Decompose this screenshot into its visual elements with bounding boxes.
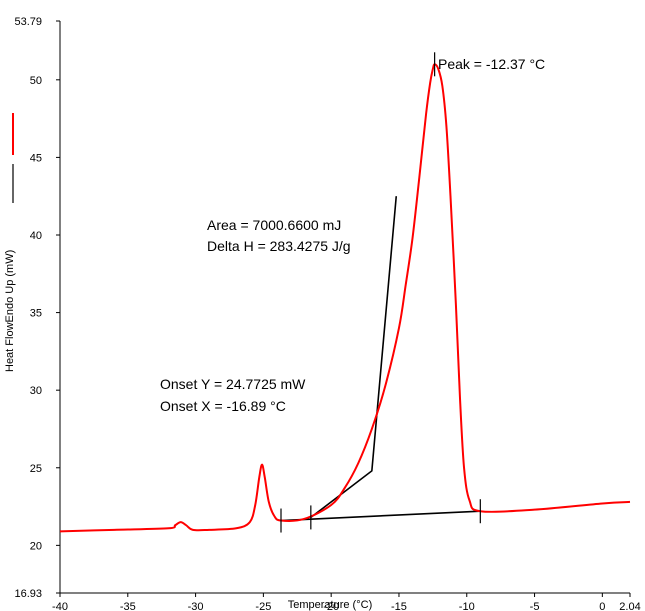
markers-group [280, 52, 481, 533]
y-tick-label: 20 [30, 540, 42, 552]
annotation-area: Area = 7000.6600 mJ [207, 217, 341, 233]
y-tick-label: 40 [30, 230, 42, 242]
annotation-onset-y: Onset Y = 24.7725 mW [160, 376, 306, 392]
y-tick-label: 25 [30, 463, 42, 475]
x-axis-title: Temperature (°C) [288, 599, 372, 611]
x-axis-ticks: -40 -35 -30 -25 -20 -15 -10 -5 0 2.04 [52, 593, 641, 611]
annotation-delta-h: Delta H = 283.4275 J/g [207, 238, 351, 254]
series-line-0 [59, 63, 631, 533]
axes [59, 21, 630, 594]
x-tick-label: -40 [52, 601, 68, 611]
x-tick-label: -35 [120, 601, 136, 611]
x-tick-label: -20 [323, 601, 339, 611]
onset-tangent-line [310, 196, 398, 519]
y-tick-label: 45 [30, 152, 42, 164]
annotation-peak: Peak = -12.37 °C [438, 56, 545, 72]
y-tick-label: 50 [30, 75, 42, 87]
x-tick-label: -30 [188, 601, 204, 611]
x-tick-label: -5 [530, 601, 540, 611]
annotation-onset-x: Onset X = -16.89 °C [160, 398, 286, 414]
baseline-line [280, 510, 481, 522]
analysis-lines [280, 196, 481, 522]
y-tick-label: 16.93 [14, 588, 42, 600]
x-tick-label: 2.04 [619, 601, 640, 611]
y-tick-label: 30 [30, 385, 42, 397]
x-tick-label: -25 [255, 601, 271, 611]
y-tick-label: 53.79 [14, 16, 42, 28]
y-tick-label: 35 [30, 308, 42, 320]
x-tick-label: -10 [459, 601, 475, 611]
x-tick-label: -15 [391, 601, 407, 611]
y-axis-ticks: 16.93 20 25 30 35 40 45 50 53.79 [14, 16, 60, 600]
y-axis-title: Heat FlowEndo Up (mW) [4, 250, 16, 372]
series-group [59, 63, 631, 533]
x-tick-label: 0 [599, 601, 605, 611]
